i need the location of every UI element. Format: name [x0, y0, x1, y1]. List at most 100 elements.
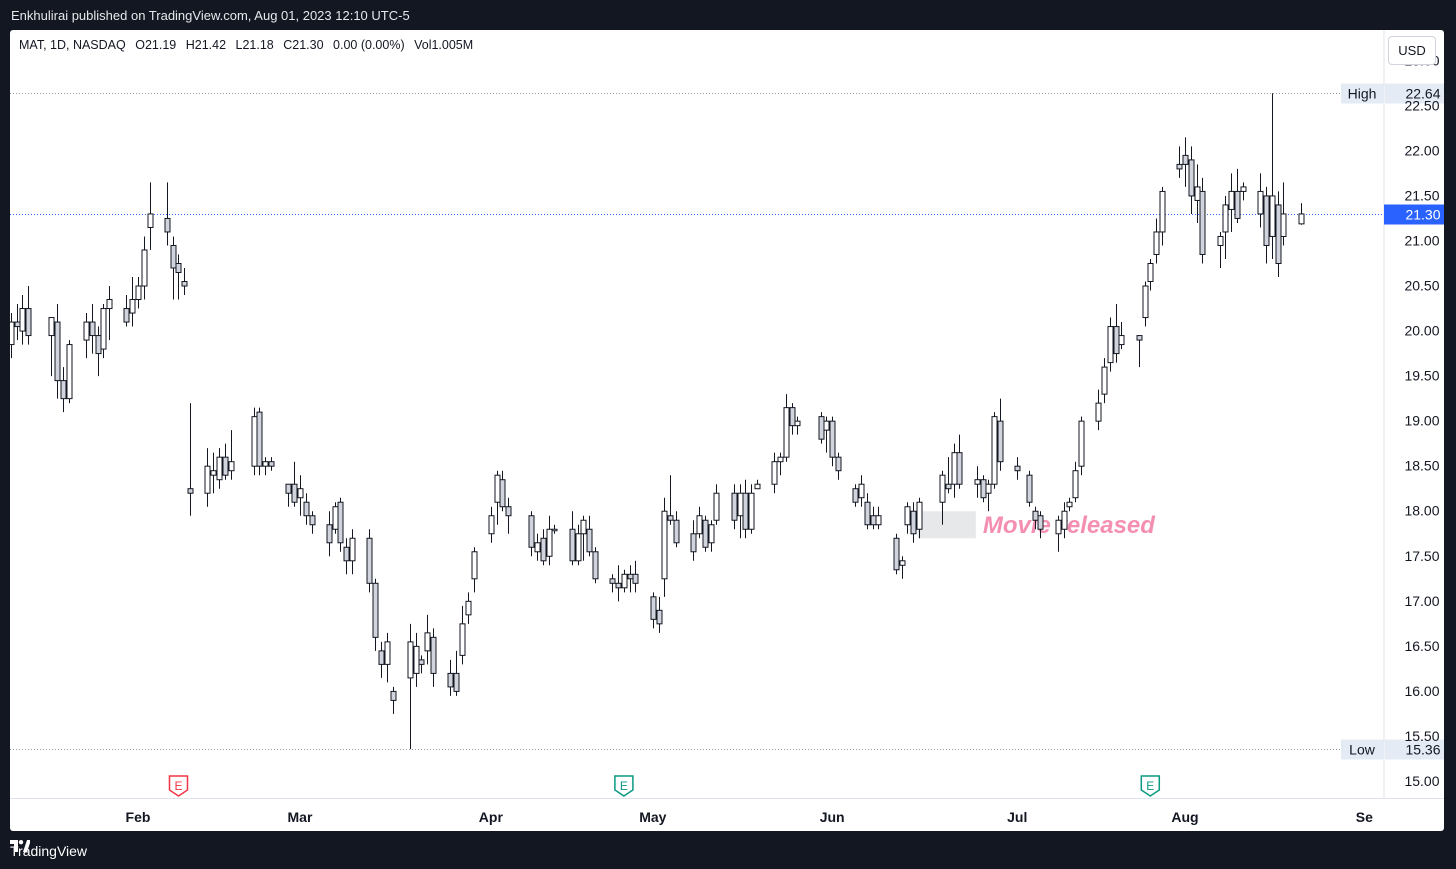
candle[interactable] — [910, 502, 917, 543]
candle[interactable] — [54, 304, 61, 399]
candle[interactable] — [60, 367, 67, 413]
candle[interactable] — [1107, 317, 1114, 372]
candle[interactable] — [864, 493, 871, 530]
candle[interactable] — [303, 493, 310, 525]
candle[interactable] — [1159, 186, 1166, 246]
candle[interactable] — [1263, 186, 1270, 264]
candle[interactable] — [540, 529, 547, 566]
candle[interactable] — [413, 632, 420, 687]
candle[interactable] — [1298, 203, 1305, 225]
candle[interactable] — [592, 547, 599, 584]
candle[interactable] — [262, 457, 269, 476]
candle[interactable] — [575, 524, 582, 566]
candle[interactable] — [899, 556, 906, 579]
candle[interactable] — [771, 452, 778, 494]
candle[interactable] — [991, 412, 998, 489]
candle[interactable] — [690, 520, 697, 561]
candle[interactable] — [656, 596, 663, 633]
candle[interactable] — [1142, 281, 1149, 327]
candle[interactable] — [945, 457, 952, 494]
candle[interactable] — [748, 484, 755, 534]
candle[interactable] — [89, 304, 96, 354]
candle[interactable] — [499, 470, 506, 512]
candle[interactable] — [285, 483, 292, 507]
candle[interactable] — [696, 506, 703, 539]
candle[interactable] — [349, 529, 356, 575]
candle[interactable] — [251, 407, 258, 476]
candle[interactable] — [1078, 416, 1085, 476]
candle[interactable] — [823, 416, 830, 453]
candle[interactable] — [95, 326, 102, 377]
candle[interactable] — [488, 506, 495, 543]
candle[interactable] — [1182, 137, 1189, 187]
candle[interactable] — [268, 457, 275, 471]
candle[interactable] — [1275, 191, 1282, 278]
candle[interactable] — [378, 641, 385, 678]
candle[interactable] — [1153, 218, 1160, 264]
candle[interactable] — [893, 533, 900, 575]
movie-release-highlight[interactable] — [917, 511, 976, 539]
candle[interactable] — [551, 524, 558, 534]
candle[interactable] — [1101, 358, 1108, 404]
candle[interactable] — [835, 452, 842, 480]
chart-frame[interactable]: High 22.64 Low 15.36 21.30 Movie released E E… — [10, 30, 1444, 831]
candle[interactable] — [737, 484, 744, 539]
candle[interactable] — [956, 434, 963, 489]
candle[interactable] — [228, 430, 235, 480]
candle[interactable] — [390, 686, 397, 714]
candle[interactable] — [1014, 457, 1021, 480]
candle[interactable] — [916, 497, 923, 539]
currency-button[interactable]: USD — [1388, 36, 1436, 65]
candle[interactable] — [1055, 515, 1062, 552]
candle[interactable] — [418, 655, 425, 674]
candle[interactable] — [141, 236, 148, 300]
candle[interactable] — [818, 412, 825, 444]
candle[interactable] — [777, 452, 784, 476]
candle[interactable] — [650, 592, 657, 629]
candle[interactable] — [1113, 304, 1120, 363]
candle[interactable] — [852, 484, 859, 507]
candle[interactable] — [505, 497, 512, 534]
candle[interactable] — [794, 416, 801, 435]
candle[interactable] — [210, 452, 217, 494]
candle[interactable] — [1176, 146, 1183, 178]
candle[interactable] — [713, 484, 720, 525]
candle[interactable] — [1147, 258, 1154, 291]
candle[interactable] — [372, 578, 379, 651]
candle[interactable] — [1222, 195, 1229, 259]
candlestick-chart[interactable]: High 22.64 Low 15.36 21.30 Movie released E E… — [10, 30, 1444, 831]
candle[interactable] — [742, 479, 749, 539]
candle[interactable] — [424, 614, 431, 665]
candle[interactable] — [222, 443, 229, 480]
candle[interactable] — [19, 295, 26, 345]
candle[interactable] — [829, 416, 836, 467]
candle[interactable] — [1240, 182, 1247, 201]
candle[interactable] — [789, 403, 796, 435]
candle[interactable] — [430, 628, 437, 687]
candle[interactable] — [1136, 335, 1143, 368]
candle[interactable] — [528, 511, 535, 557]
candle[interactable] — [1066, 497, 1073, 512]
candle[interactable] — [997, 398, 1004, 471]
candle[interactable] — [974, 466, 981, 498]
candle[interactable] — [48, 317, 55, 377]
candle[interactable] — [980, 475, 987, 503]
candle[interactable] — [661, 497, 668, 597]
candle[interactable] — [1228, 173, 1235, 232]
candle[interactable] — [754, 479, 761, 490]
candle[interactable] — [66, 340, 73, 404]
earnings-marker[interactable]: E — [168, 775, 189, 797]
candle[interactable] — [337, 497, 344, 552]
candle[interactable] — [569, 511, 576, 566]
candle[interactable] — [216, 448, 223, 489]
candle[interactable] — [783, 394, 790, 462]
earnings-marker[interactable]: E — [1140, 775, 1161, 797]
candle[interactable] — [870, 506, 877, 530]
candle[interactable] — [702, 515, 709, 552]
candle[interactable] — [621, 569, 628, 593]
candle[interactable] — [667, 475, 674, 525]
candle[interactable] — [291, 461, 298, 507]
candle[interactable] — [1257, 173, 1264, 228]
candle[interactable] — [471, 547, 478, 593]
candle[interactable] — [985, 479, 992, 512]
